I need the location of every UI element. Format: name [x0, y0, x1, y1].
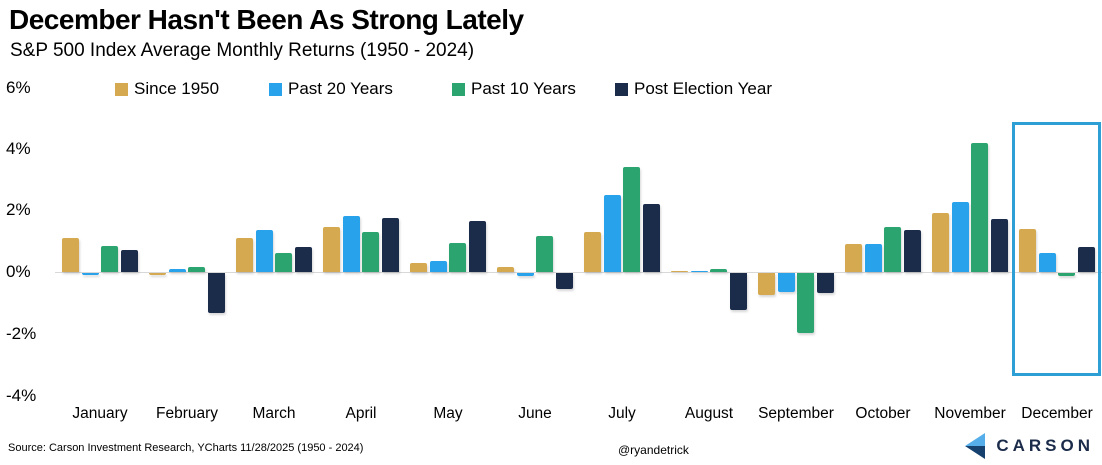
bar-since-1950-june — [497, 267, 515, 272]
december-highlight-box — [1012, 122, 1101, 376]
twitter-handle: @ryandetrick — [618, 443, 689, 457]
bar-post-election-year-april — [381, 217, 399, 272]
legend-item-past-10-years: Past 10 Years — [452, 79, 576, 99]
x-tick-label-may: May — [433, 405, 463, 422]
x-tick-label-october: October — [855, 405, 911, 422]
bar-past-20-years-december — [1038, 253, 1056, 272]
legend-label: Past 10 Years — [471, 79, 576, 98]
bar-past-10-years-february — [188, 267, 206, 272]
bar-post-election-year-january — [120, 250, 138, 272]
carson-wordmark: CARSON — [996, 436, 1094, 455]
x-tick-label-february: February — [155, 405, 219, 422]
legend-swatch-icon — [615, 82, 628, 96]
bar-past-10-years-may — [449, 242, 467, 272]
chart-title: December Hasn't Been As Strong Lately — [9, 4, 524, 35]
x-tick-label-july: July — [608, 405, 636, 422]
bar-past-10-years-january — [101, 245, 119, 272]
legend-label: Since 1950 — [134, 79, 220, 98]
carson-chevron-icon — [961, 432, 987, 460]
y-tick-label: 4% — [6, 139, 31, 158]
bar-past-10-years-august — [710, 268, 728, 272]
bar-past-20-years-march — [255, 230, 273, 272]
bar-post-election-year-june — [555, 273, 573, 289]
y-tick-label: -4% — [6, 386, 37, 405]
bar-since-1950-february — [149, 273, 167, 275]
bar-past-10-years-june — [536, 236, 554, 272]
x-tick-label-september: September — [758, 405, 834, 422]
bar-since-1950-august — [671, 270, 689, 272]
bar-since-1950-december — [1019, 228, 1037, 272]
bar-past-10-years-april — [362, 231, 380, 272]
bar-since-1950-may — [410, 262, 428, 272]
y-tick-label: 0% — [6, 262, 31, 281]
x-tick-label-december: December — [1021, 405, 1093, 422]
x-tick-label-january: January — [72, 405, 128, 422]
y-tick-label: 6% — [6, 78, 31, 97]
bar-past-10-years-october — [884, 227, 902, 272]
legend-swatch-icon — [452, 82, 465, 96]
legend-swatch-icon — [269, 82, 282, 96]
legend-label: Past 20 Years — [288, 79, 393, 98]
bar-post-election-year-november — [990, 219, 1008, 272]
bar-post-election-year-july — [642, 203, 660, 272]
bar-past-20-years-november — [951, 202, 969, 272]
bar-past-10-years-november — [971, 143, 989, 272]
bar-post-election-year-august — [729, 273, 747, 311]
x-tick-label-november: November — [934, 405, 1006, 422]
legend-swatch-icon — [115, 82, 128, 96]
bar-past-10-years-july — [623, 166, 641, 272]
legend-item-since-1950: Since 1950 — [115, 79, 219, 99]
source-note: Source: Carson Investment Research, YCha… — [8, 442, 364, 454]
legend-label: Post Election Year — [634, 79, 772, 98]
bar-post-election-year-march — [294, 247, 312, 272]
bar-past-10-years-september — [797, 273, 815, 334]
y-tick-label: -2% — [6, 324, 37, 343]
x-tick-label-april: April — [345, 405, 377, 422]
x-tick-label-march: March — [252, 405, 296, 422]
x-tick-label-august: August — [684, 405, 734, 422]
bar-past-10-years-march — [275, 253, 293, 272]
bar-post-election-year-february — [207, 273, 225, 314]
bar-since-1950-april — [323, 227, 341, 272]
bar-post-election-year-may — [468, 220, 486, 272]
bar-since-1950-september — [758, 273, 776, 295]
y-tick-label: 2% — [6, 200, 31, 219]
bar-past-20-years-may — [429, 261, 447, 272]
chart-subtitle: S&P 500 Index Average Monthly Returns (1… — [10, 40, 475, 61]
bar-since-1950-july — [584, 231, 602, 272]
bar-past-20-years-february — [168, 268, 186, 272]
bar-since-1950-march — [236, 237, 254, 272]
zero-axis-line — [55, 272, 1102, 273]
bar-past-20-years-september — [777, 273, 795, 292]
carson-brand: CARSON — [961, 432, 1094, 460]
bar-past-20-years-august — [690, 270, 708, 272]
x-tick-label-june: June — [518, 405, 552, 422]
bar-post-election-year-december — [1077, 247, 1095, 272]
bar-past-20-years-april — [342, 216, 360, 272]
legend-item-past-20-years: Past 20 Years — [269, 79, 393, 99]
bar-past-20-years-july — [603, 194, 621, 272]
bar-post-election-year-october — [903, 230, 921, 272]
bar-past-20-years-october — [864, 244, 882, 272]
bar-since-1950-october — [845, 244, 863, 272]
bar-since-1950-november — [932, 213, 950, 272]
bar-past-10-years-december — [1058, 273, 1076, 277]
legend-item-post-election-year: Post Election Year — [615, 79, 772, 99]
bar-post-election-year-september — [816, 273, 834, 294]
bar-past-20-years-june — [516, 273, 534, 277]
bar-since-1950-january — [62, 237, 80, 272]
bar-past-20-years-january — [81, 273, 99, 275]
